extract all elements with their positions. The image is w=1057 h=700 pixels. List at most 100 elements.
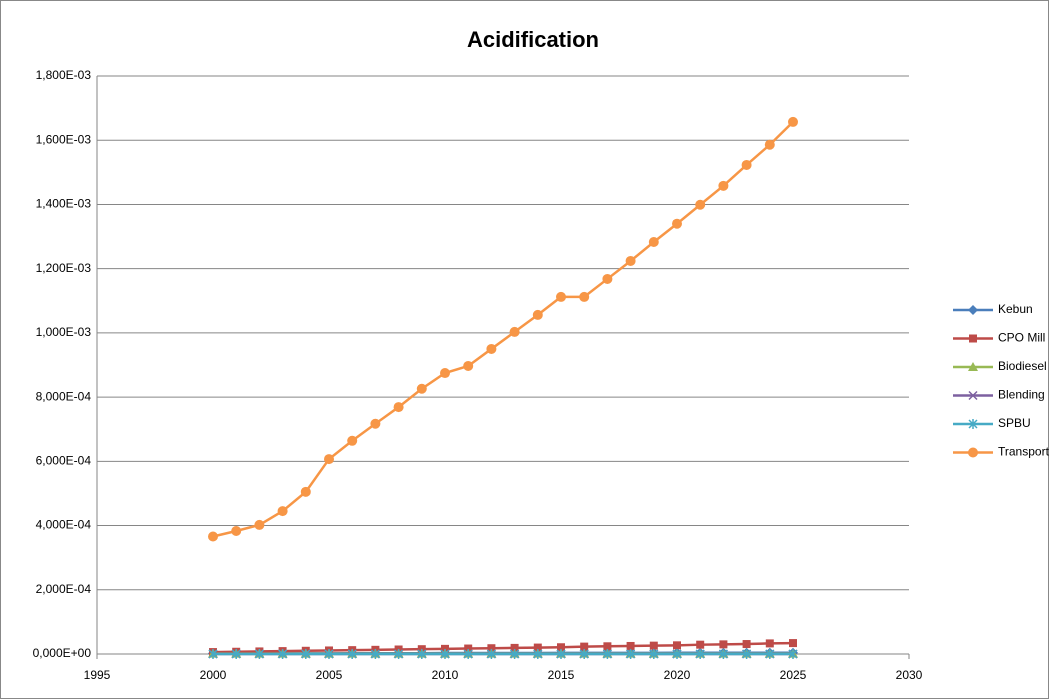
data-point [208, 531, 218, 542]
data-point [695, 649, 705, 659]
data-point [765, 649, 775, 659]
data-point [254, 649, 264, 659]
data-point [486, 343, 497, 354]
data-point [393, 402, 404, 413]
data-point [579, 649, 589, 659]
data-point [718, 180, 729, 191]
y-tick-label: 1,600E-03 [36, 132, 92, 146]
data-point [765, 639, 774, 648]
y-tick-label: 1,800E-03 [36, 68, 92, 82]
data-point [649, 649, 659, 659]
legend-marker [968, 390, 978, 401]
y-tick-label: 2,000E-04 [36, 582, 92, 596]
data-point [370, 649, 380, 659]
legend-label: SPBU [998, 416, 1031, 430]
data-point [533, 643, 542, 652]
x-tick-label: 2005 [316, 668, 343, 682]
data-point [579, 291, 590, 302]
data-point [324, 454, 334, 465]
data-point [696, 640, 705, 649]
legend-label: Kebun [998, 302, 1033, 316]
data-point [580, 642, 589, 651]
x-tick-label: 2015 [548, 668, 575, 682]
legend-marker [968, 362, 978, 371]
legend-marker [969, 334, 977, 343]
chart-title: Acidification [467, 27, 599, 52]
y-tick-label: 1,400E-03 [36, 197, 92, 211]
data-point [347, 649, 357, 659]
data-point [672, 218, 682, 229]
data-point [532, 309, 543, 320]
data-point [742, 640, 751, 649]
data-point [440, 368, 450, 379]
data-point [463, 649, 473, 659]
data-point [741, 159, 752, 170]
data-point [463, 360, 474, 371]
data-point [556, 291, 566, 302]
data-point [486, 649, 496, 659]
data-point [672, 649, 682, 659]
data-point [208, 649, 218, 659]
data-point [742, 649, 752, 659]
y-tick-label: 1,200E-03 [36, 261, 92, 275]
data-point [789, 639, 797, 648]
data-point [764, 139, 775, 150]
data-point [301, 649, 311, 659]
data-point [556, 649, 566, 659]
data-point [625, 255, 636, 266]
data-point [510, 649, 520, 659]
data-point [557, 643, 565, 652]
y-tick-label: 6,000E-04 [36, 454, 92, 468]
data-point [626, 641, 635, 650]
x-tick-label: 2000 [200, 668, 227, 682]
data-point [487, 644, 496, 653]
data-point [648, 237, 659, 248]
data-point [718, 649, 728, 659]
data-point [440, 649, 450, 659]
legend-marker [968, 419, 978, 429]
data-point [510, 643, 519, 652]
data-point [719, 640, 728, 649]
data-point [788, 649, 798, 659]
data-point [254, 519, 265, 530]
x-tick-label: 2010 [432, 668, 459, 682]
data-point [416, 383, 427, 394]
legend-label: Blending [998, 388, 1045, 402]
legend-label: Transport [998, 445, 1050, 459]
data-point [324, 649, 334, 659]
data-point [278, 649, 288, 659]
data-point [277, 506, 288, 517]
data-point [626, 649, 636, 659]
data-point [231, 526, 242, 537]
data-point [695, 199, 706, 210]
data-point [417, 649, 427, 659]
data-point [533, 649, 543, 659]
data-point [347, 435, 358, 446]
y-tick-label: 8,000E-04 [36, 389, 92, 403]
legend-marker [968, 447, 978, 458]
data-point [370, 418, 381, 429]
legend-marker [968, 305, 978, 315]
x-tick-label: 2020 [664, 668, 691, 682]
data-point [231, 649, 241, 659]
data-point [788, 116, 798, 127]
data-point [464, 644, 473, 653]
data-point [394, 649, 404, 659]
y-tick-label: 4,000E-04 [36, 518, 92, 532]
data-point [673, 641, 681, 650]
y-tick-label: 0,000E+00 [33, 646, 92, 660]
legend-label: CPO Mill [998, 331, 1045, 345]
x-tick-label: 2030 [896, 668, 923, 682]
data-point [602, 273, 613, 284]
legend-label: Biodiesel [998, 359, 1047, 373]
x-tick-label: 1995 [84, 668, 111, 682]
data-point [603, 642, 612, 651]
y-tick-label: 1,000E-03 [36, 325, 92, 339]
data-point [649, 641, 658, 650]
data-point [509, 326, 520, 337]
data-point [300, 486, 311, 497]
x-tick-label: 2025 [780, 668, 807, 682]
data-point [602, 649, 612, 659]
